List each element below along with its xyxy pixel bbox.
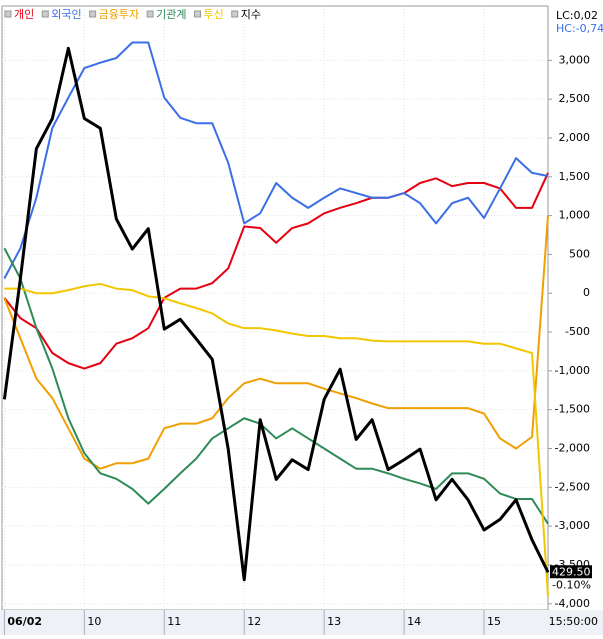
legend-label: 지수 [241,8,261,21]
y2-end-label: -0.10% [552,578,591,591]
x-tick-label: 15 [487,615,501,628]
x-tick-label: 14 [407,615,421,628]
y-tick-label: 2,000 [559,131,591,144]
y-tick-label: 1,500 [559,170,591,183]
x-tick-label: 12 [247,615,261,628]
x-end-label: 15:50:00 [549,615,598,628]
x-axis-band [0,610,603,635]
x-tick-label: 13 [327,615,341,628]
legend-swatch [231,10,239,18]
legend-swatch [89,10,97,18]
y-tick-label: 3,000 [559,53,591,66]
legend-swatch [193,10,201,18]
value-label-box [550,565,592,579]
y-tick-label: -2,500 [555,480,590,493]
header-hc: HC:-0,74 [556,22,603,35]
y-tick-label: -1,000 [555,364,590,377]
y-tick-label: -1,500 [555,403,590,416]
y-tick-label: -2,000 [555,442,590,455]
legend-label: 기관계 [156,8,186,21]
header-lc: LC:0,02 [556,9,598,22]
legend-label: 투신 [203,8,223,21]
series-line [3,247,549,525]
legend-swatch [4,10,12,18]
series-line [3,41,549,279]
y-tick-label: 0 [583,286,590,299]
y-tick-label: -500 [565,325,590,338]
x-tick-label: 11 [167,615,181,628]
series-line [3,172,549,370]
legend-swatch [41,10,49,18]
legend-label: 금융투자 [99,8,139,21]
series-line [2,46,550,582]
legend-swatch [146,10,154,18]
x-tick-label: 06/02 [7,615,42,628]
y-tick-label: 1,000 [559,209,591,222]
y-tick-label: -4,000 [555,597,590,610]
series-line [4,282,549,597]
y-tick-label: -3,000 [555,519,590,532]
value-label: 429.50 [552,565,591,578]
y-tick-label: 500 [569,247,590,260]
legend-label: 외국인 [51,8,81,21]
y-tick-label: 2,500 [559,92,591,105]
x-tick-label: 10 [87,615,101,628]
legend-label: 개인 [14,8,34,21]
